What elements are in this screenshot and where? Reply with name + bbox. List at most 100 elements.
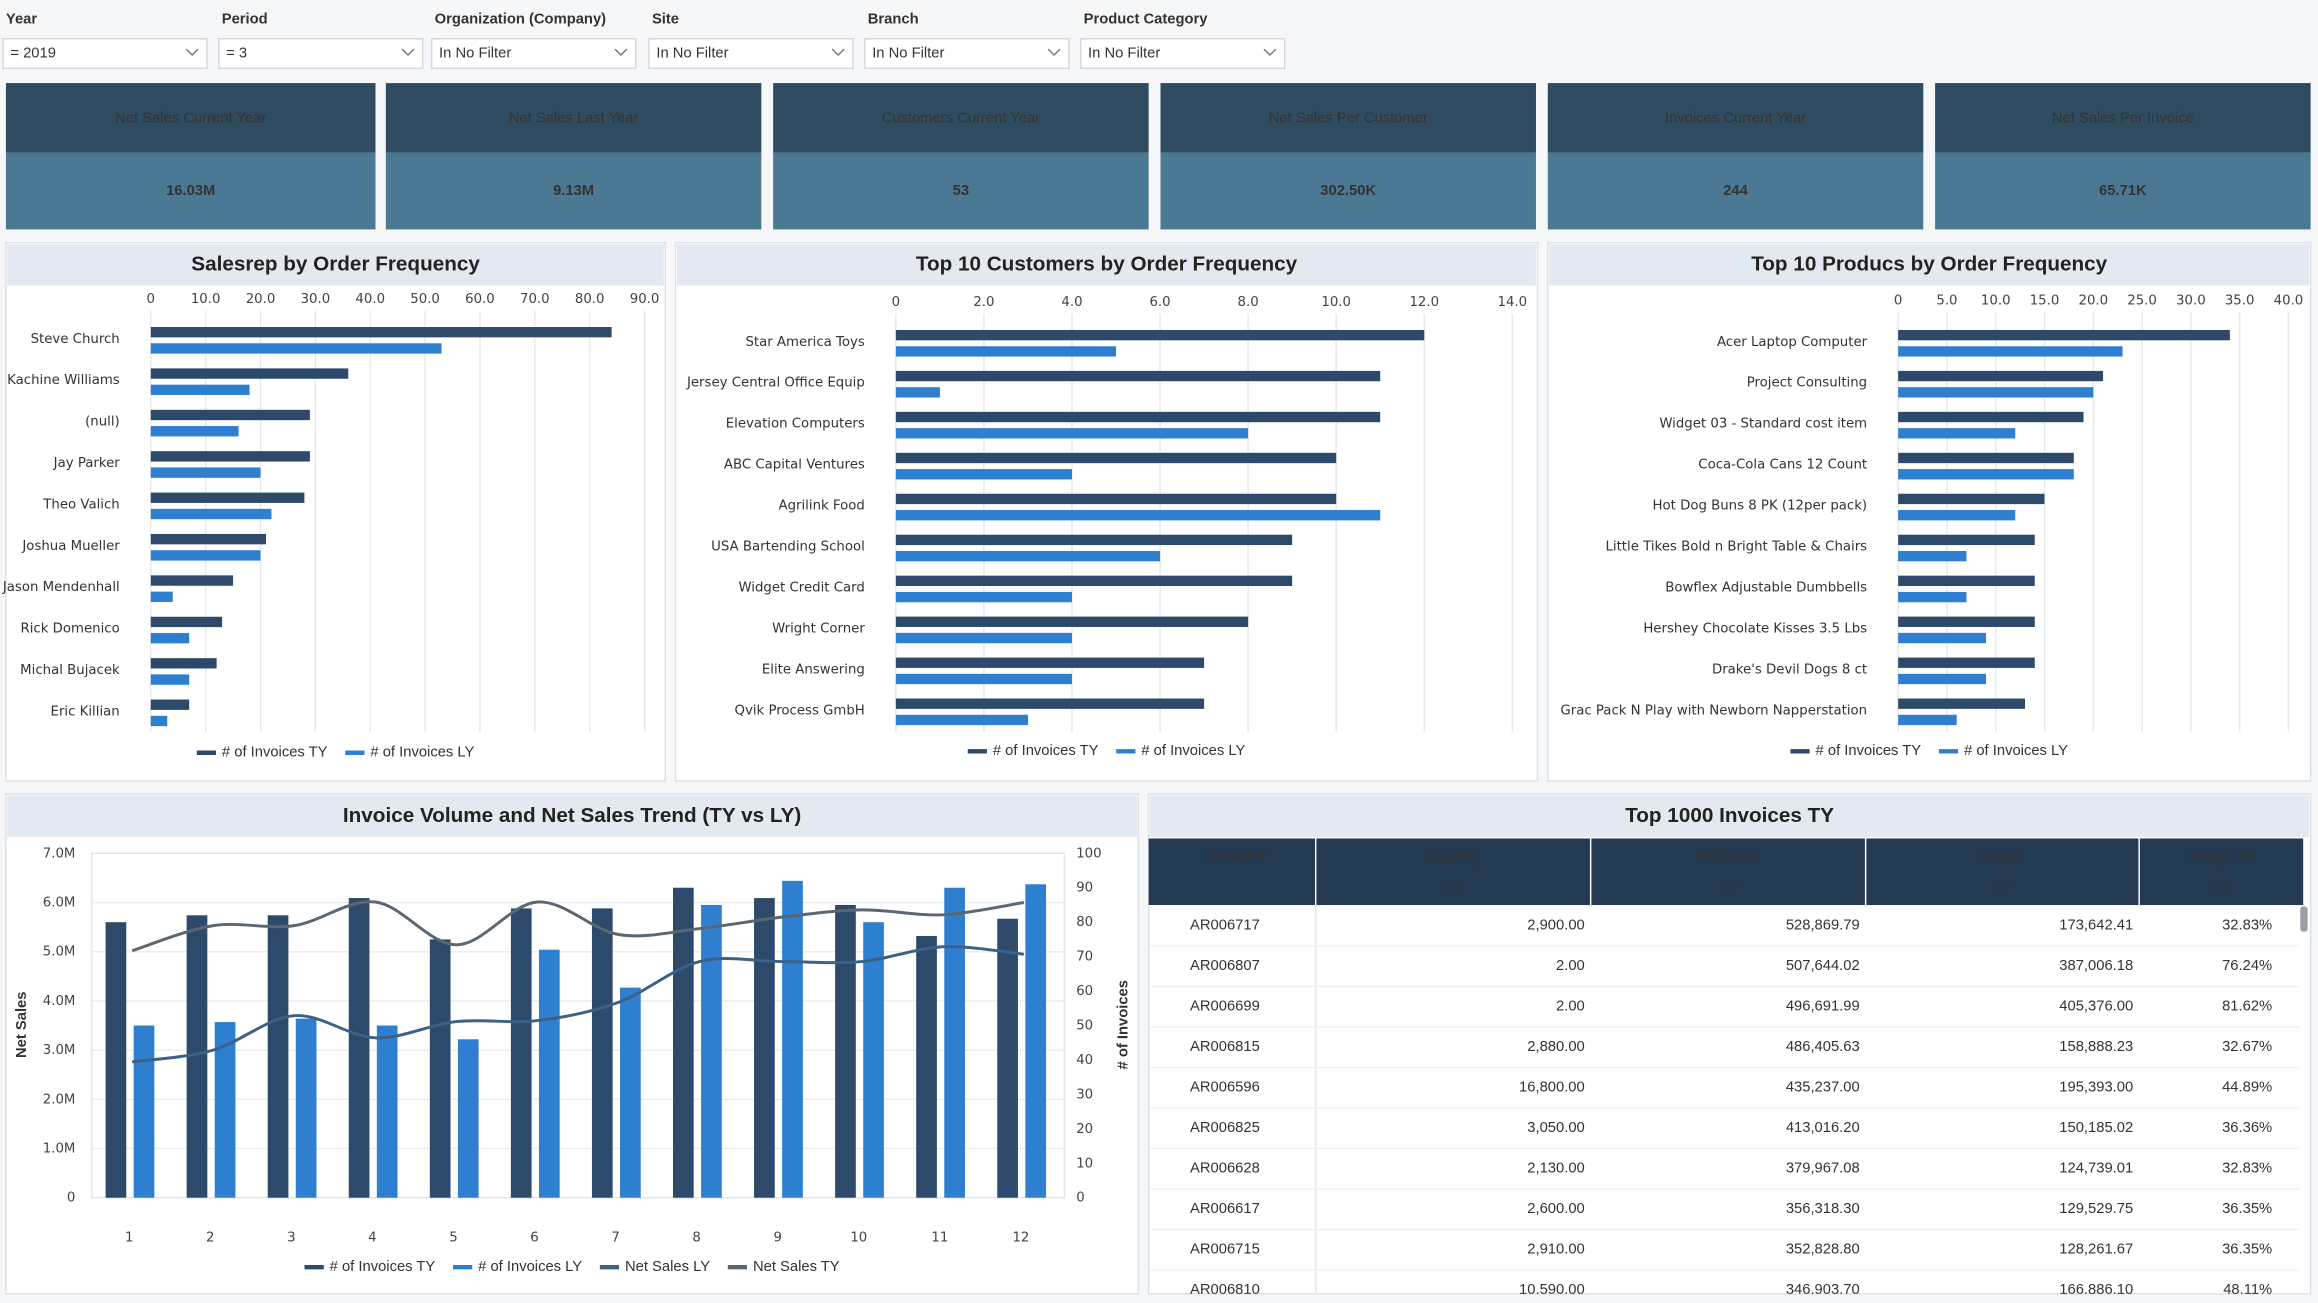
filter-box[interactable] [2, 37, 208, 70]
y-tick-label: 5.0M [43, 945, 76, 960]
table-cell: 528,869.79 [1786, 918, 1860, 934]
table-cell: 2,600.00 [1527, 1201, 1584, 1217]
x-tick-label: 90.0 [630, 292, 660, 307]
invoice-link[interactable]: AR006825 [1190, 1120, 1260, 1136]
legend-label: # of Invoices LY [1141, 743, 1245, 759]
bar [1898, 428, 2016, 439]
x-tick-label: 10.0 [191, 292, 221, 307]
kpi-title: Net Sales Per Invoice [2052, 110, 2194, 126]
legend-label: # of Invoices TY [222, 745, 328, 761]
category-label: Acer Laptop Computer [1717, 335, 1868, 350]
table-cell: 124,739.01 [2059, 1161, 2133, 1177]
filter-label: Site [652, 11, 679, 27]
category-label: Jersey Central Office Equip [686, 376, 865, 391]
table-cell: 48.11% [2223, 1282, 2272, 1298]
kpi-body [5, 152, 376, 230]
kpi-header [5, 83, 376, 153]
column-header: TY [1993, 881, 2012, 897]
filter-box[interactable] [218, 37, 424, 70]
bar [1025, 884, 1047, 1198]
invoice-link[interactable]: AR006699 [1190, 999, 1260, 1015]
invoice-link[interactable]: AR006715 [1190, 1242, 1260, 1258]
kpi-header [1160, 83, 1536, 153]
filter-box[interactable] [430, 37, 637, 70]
bar [1898, 698, 2025, 709]
bar [150, 674, 190, 685]
chevron [1047, 48, 1061, 57]
category-label: Wright Corner [772, 621, 865, 636]
bar [105, 922, 127, 1198]
table-cell: 150,185.02 [2059, 1120, 2133, 1136]
invoice-link[interactable]: AR006617 [1190, 1201, 1260, 1217]
bar [620, 987, 641, 1198]
table-cell: 32.83% [2222, 918, 2272, 934]
table-cell: 413,016.20 [1786, 1120, 1860, 1136]
bar [1898, 329, 2230, 341]
category-label: Rick Domenico [20, 622, 119, 637]
panel-header [1150, 795, 2310, 838]
bar [895, 591, 1072, 603]
legend-label: Net Sales LY [625, 1259, 710, 1275]
bar [214, 1022, 236, 1198]
table-cell: 128,261.67 [2059, 1242, 2133, 1258]
table-cell: 356,318.30 [1786, 1201, 1860, 1217]
scrollbar[interactable] [2300, 906, 2308, 932]
bar [673, 887, 694, 1198]
table-cell: 2.00 [1556, 999, 1585, 1015]
kpi-title: Invoices Current Year [1665, 110, 1806, 126]
category-label: Little Tikes Bold n Bright Table & Chair… [1605, 540, 1867, 555]
bar [150, 426, 239, 437]
bar [150, 658, 217, 669]
bar [1898, 411, 2084, 423]
invoice-link[interactable]: AR006810 [1190, 1282, 1260, 1298]
panel-header [7, 244, 664, 286]
filter-box[interactable] [864, 37, 1070, 70]
kpi-value: 16.03M [166, 183, 215, 199]
bar [186, 915, 208, 1198]
filter-box[interactable] [648, 37, 854, 70]
bar [150, 467, 261, 478]
invoice-link[interactable]: AR006815 [1190, 1039, 1260, 1055]
bar [150, 715, 168, 727]
bar [895, 714, 1028, 726]
x-tick-label: 1 [125, 1231, 133, 1246]
invoice-link[interactable]: AR006717 [1190, 918, 1260, 934]
category-label: Elevation Computers [726, 417, 865, 432]
bar [1898, 591, 1967, 603]
bar [916, 935, 937, 1198]
x-tick-label: 12 [1012, 1231, 1029, 1246]
table-cell: 44.89% [2222, 1080, 2272, 1096]
panel-header [1549, 244, 2310, 286]
x-tick-label: 40.0 [2274, 293, 2304, 308]
bar [782, 880, 803, 1198]
x-tick-label: 9 [773, 1231, 781, 1246]
kpi-header [385, 83, 762, 153]
bar [150, 368, 349, 379]
x-tick-label: 40.0 [355, 292, 385, 307]
bar [510, 908, 532, 1198]
category-label: (null) [85, 415, 120, 430]
category-label: Drake's Devil Dogs 8 ct [1712, 662, 1867, 677]
bar [895, 575, 1293, 587]
bar [895, 469, 1072, 480]
bar [895, 550, 1161, 562]
y-tick-label: 4.0M [43, 994, 76, 1009]
table-cell: 2,880.00 [1527, 1039, 1584, 1055]
invoice-link[interactable]: AR006628 [1190, 1161, 1260, 1177]
x-tick-label: 60.0 [465, 292, 495, 307]
x-tick-label: 0 [892, 295, 900, 310]
invoice-link[interactable]: AR006807 [1190, 958, 1260, 974]
bar [348, 898, 370, 1198]
kpi-value: 9.13M [553, 183, 594, 199]
category-label: Qvik Process GmbH [734, 703, 864, 718]
chevron [185, 48, 199, 57]
x-tick-label: 0 [147, 292, 155, 307]
bar [1898, 657, 2035, 668]
line [131, 900, 1025, 953]
invoice-link[interactable]: AR006596 [1190, 1080, 1260, 1096]
filter-value: In No Filter [1088, 45, 1160, 61]
bar [1898, 387, 2094, 398]
table-cell: 405,376.00 [2059, 999, 2133, 1015]
filter-box[interactable] [1079, 37, 1286, 70]
